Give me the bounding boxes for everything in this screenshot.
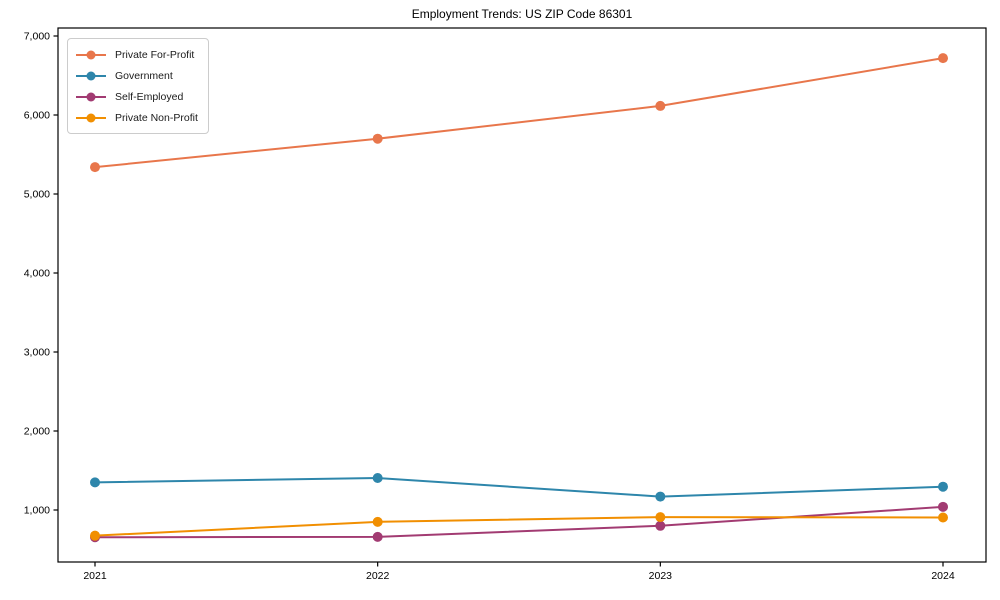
series-marker-private-for-profit (90, 162, 100, 173)
series-marker-private-for-profit (372, 133, 383, 144)
legend-label: Private Non-Profit (115, 111, 198, 124)
series-marker-self-employed (655, 520, 666, 531)
legend-marker-icon (76, 50, 106, 59)
series-marker-self-employed (372, 531, 383, 542)
x-tick-label: 2021 (83, 570, 107, 582)
legend-item-private-for-profit: Private For-Profit (75, 44, 198, 65)
y-tick-label: 2,000 (24, 426, 50, 438)
series-marker-private-non-profit (372, 516, 383, 527)
series-marker-government (372, 473, 383, 484)
y-tick-label: 6,000 (24, 110, 50, 122)
x-tick-label: 2022 (366, 570, 390, 582)
legend-marker-icon (76, 113, 106, 122)
legend: Private For-Profit Government Self-Employe… (67, 38, 209, 134)
series-marker-private-non-profit (938, 512, 948, 523)
series-marker-government (938, 481, 948, 492)
legend-label: Government (115, 69, 173, 82)
legend-label: Self-Employed (115, 90, 184, 103)
legend-item-government: Government (75, 65, 198, 86)
series-marker-private-non-profit (655, 512, 666, 523)
legend-label: Private For-Profit (115, 48, 195, 61)
x-tick-label: 2023 (649, 570, 673, 582)
series-marker-government (655, 491, 666, 502)
legend-dot (86, 50, 96, 59)
y-tick-label: 1,000 (24, 505, 50, 517)
series-marker-private-for-profit (938, 53, 948, 64)
series-marker-self-employed (938, 501, 948, 512)
chart-title: Employment Trends: US ZIP Code 86301 (411, 7, 633, 21)
y-tick-label: 7,000 (24, 31, 50, 43)
legend-item-self-employed: Self-Employed (75, 86, 198, 107)
series-marker-private-non-profit (90, 530, 100, 541)
y-tick-label: 4,000 (24, 268, 50, 280)
series-line-self-employed (94, 505, 944, 539)
legend-dot (86, 113, 96, 122)
legend-marker-icon (76, 92, 106, 101)
plot-border (57, 27, 987, 563)
x-tick-label: 2024 (931, 570, 955, 582)
series-line-private-for-profit (94, 57, 944, 169)
legend-dot (86, 92, 96, 101)
legend-dot (86, 71, 96, 80)
y-tick-label: 5,000 (24, 189, 50, 201)
legend-item-private-non-profit: Private Non-Profit (75, 107, 198, 128)
legend-marker-icon (76, 71, 106, 80)
y-tick-label: 3,000 (24, 347, 50, 359)
series-line-government (94, 477, 944, 498)
series-line-private-non-profit (94, 516, 944, 537)
series-marker-private-for-profit (655, 100, 666, 111)
series-marker-government (90, 477, 100, 488)
